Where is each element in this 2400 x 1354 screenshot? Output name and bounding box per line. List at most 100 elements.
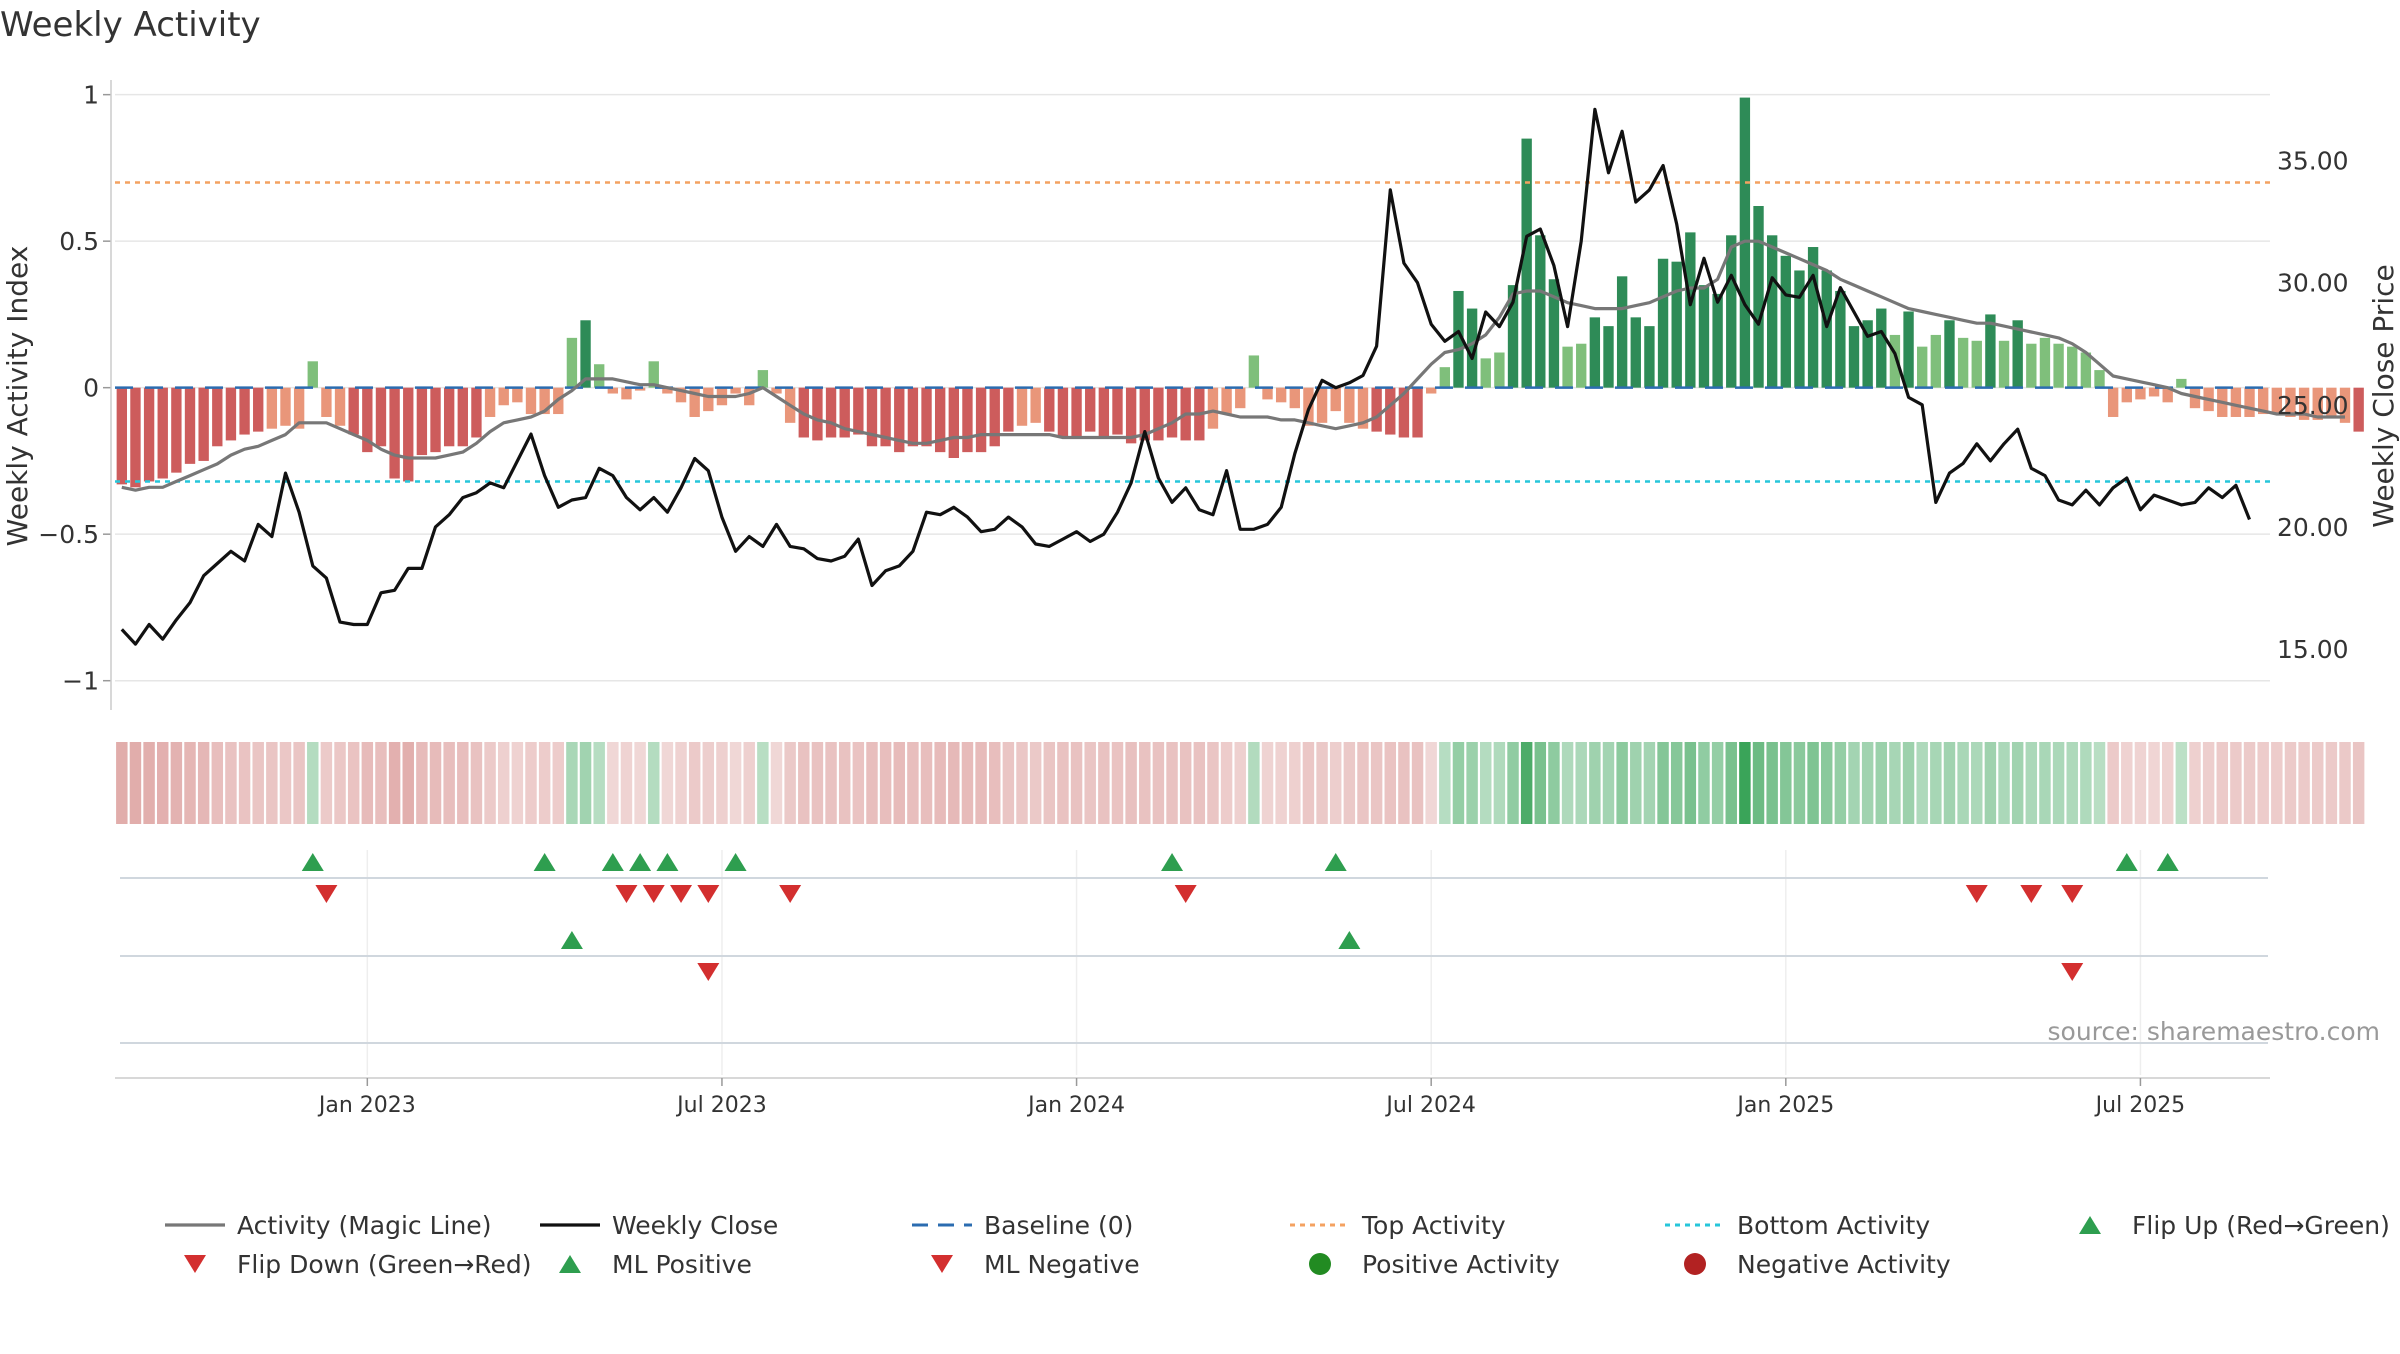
activity-strip-cell xyxy=(1820,742,1833,824)
activity-bar xyxy=(1139,387,1150,441)
activity-bar xyxy=(1125,387,1137,444)
activity-strip-cell xyxy=(688,742,701,824)
activity-strip-cell xyxy=(1684,742,1697,824)
activity-strip-cell xyxy=(457,742,469,824)
x-tick-label: Jan 2025 xyxy=(1735,1093,1834,1118)
activity-bar xyxy=(1316,387,1328,423)
activity-strip-cell xyxy=(402,742,414,824)
activity-bar xyxy=(1848,326,1860,388)
activity-bar xyxy=(1726,235,1737,388)
activity-bar xyxy=(594,364,605,388)
activity-bar xyxy=(2244,387,2255,417)
activity-bar xyxy=(2135,387,2146,400)
activity-strip-cell xyxy=(934,742,946,824)
activity-strip-cell xyxy=(1739,742,1751,824)
activity-strip-cell xyxy=(1711,742,1724,824)
activity-strip-cell xyxy=(1848,742,1860,824)
activity-bar xyxy=(1685,232,1696,388)
activity-bar xyxy=(2107,387,2119,417)
activity-strip-cell xyxy=(1507,742,1519,824)
activity-bar xyxy=(962,387,973,453)
legend-item: Positive Activity xyxy=(1309,1250,1560,1279)
flip-down-marker xyxy=(1174,885,1197,903)
activity-bar xyxy=(1889,334,1901,388)
activity-bar xyxy=(2257,387,2269,415)
activity-strip-cell xyxy=(1261,742,1274,824)
legend-label: Bottom Activity xyxy=(1737,1211,1930,1240)
activity-bar xyxy=(2285,387,2296,417)
activity-strip-cell xyxy=(1070,742,1083,824)
activity-strip-cell xyxy=(920,742,933,824)
activity-strip-cell xyxy=(757,742,769,824)
activity-strip-cell xyxy=(2025,742,2038,824)
activity-bar xyxy=(839,387,850,438)
activity-strip-cell xyxy=(1548,742,1560,824)
activity-strip-cell xyxy=(143,742,155,824)
activity-strip-cell xyxy=(948,742,960,824)
legend-item: Bottom Activity xyxy=(1665,1211,1930,1240)
activity-strip-cell xyxy=(197,742,210,824)
activity-strip-cell xyxy=(1439,742,1451,824)
activity-bar xyxy=(1630,317,1641,388)
activity-strip-cell xyxy=(388,742,401,824)
activity-bar xyxy=(989,387,1000,447)
activity-strip-cell xyxy=(1834,742,1847,824)
ml-negative-marker xyxy=(697,963,720,981)
activity-bar xyxy=(1071,387,1082,438)
activity-strip-cell xyxy=(525,742,537,824)
activity-bar xyxy=(1357,387,1369,429)
activity-bar xyxy=(1589,317,1601,388)
activity-bar xyxy=(130,387,141,488)
activity-bar xyxy=(2162,387,2173,403)
legend-label: Weekly Close xyxy=(612,1211,778,1240)
activity-strip-cell xyxy=(852,742,865,824)
flip-down-marker xyxy=(1965,885,1988,903)
activity-strip-cell xyxy=(279,742,292,824)
activity-bar xyxy=(2026,343,2037,388)
legend-item: Negative Activity xyxy=(1684,1250,1951,1279)
left-tick-label: 1 xyxy=(83,81,99,110)
activity-strip-cell xyxy=(825,742,837,824)
activity-bar xyxy=(1439,367,1451,388)
activity-bar xyxy=(253,387,264,432)
activity-bar xyxy=(471,387,482,438)
activity-strip-cell xyxy=(1861,742,1874,824)
activity-bar xyxy=(389,387,400,479)
activity-bar xyxy=(580,320,591,388)
activity-bar xyxy=(1807,247,1819,388)
activity-strip-cell xyxy=(1984,742,1997,824)
activity-bar xyxy=(812,387,823,441)
flip-up-marker xyxy=(629,853,652,871)
activity-strip-cell xyxy=(1002,742,1015,824)
activity-bar xyxy=(1985,314,1996,388)
activity-bar xyxy=(266,387,278,429)
activity-strip-cell xyxy=(1179,742,1192,824)
activity-strip-cell xyxy=(1725,742,1737,824)
activity-bar xyxy=(1480,358,1491,388)
flip-down-marker xyxy=(779,885,802,903)
activity-bar xyxy=(280,387,291,426)
activity-strip-cell xyxy=(1930,742,1942,824)
x-tick-label: Jul 2025 xyxy=(2094,1093,2186,1118)
activity-strip-cell xyxy=(784,742,796,824)
legend-label: Activity (Magic Line) xyxy=(237,1211,491,1240)
legend-label: Top Activity xyxy=(1361,1211,1506,1240)
right-tick-label: 35.00 xyxy=(2277,147,2349,176)
activity-strip-cell xyxy=(1289,742,1301,824)
legend-item: Top Activity xyxy=(1290,1211,1506,1240)
activity-bar xyxy=(2298,387,2310,420)
activity-bar xyxy=(403,387,414,482)
activity-bar xyxy=(853,387,864,435)
activity-strip-cell xyxy=(2175,742,2188,824)
activity-strip-cell xyxy=(2312,742,2324,824)
activity-bar xyxy=(1562,346,1573,388)
activity-bar xyxy=(334,387,346,426)
activity-bar xyxy=(607,387,619,394)
activity-bar xyxy=(2353,387,2364,432)
right-axis-label: Weekly Close Price xyxy=(2367,264,2400,527)
activity-bar xyxy=(1535,235,1546,388)
flip-down-marker xyxy=(615,885,638,903)
activity-bar xyxy=(648,361,659,388)
activity-bar xyxy=(934,387,946,453)
activity-strip-cell xyxy=(552,742,565,824)
